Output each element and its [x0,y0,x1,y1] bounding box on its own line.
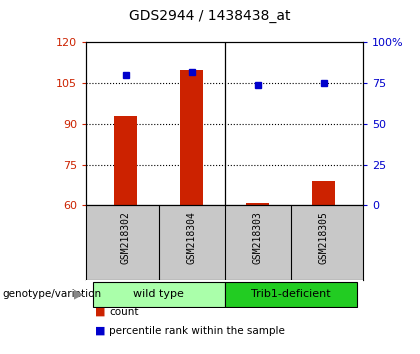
FancyBboxPatch shape [93,282,225,307]
Text: genotype/variation: genotype/variation [2,289,101,299]
Bar [114,116,137,205]
Text: count: count [109,307,139,316]
Text: GSM218302: GSM218302 [121,211,131,264]
Text: ▶: ▶ [74,287,84,300]
Bar [246,202,269,205]
Bar [312,181,335,205]
Text: GSM218305: GSM218305 [319,211,329,264]
Bar [180,70,203,205]
Text: ■: ■ [94,307,105,316]
Text: Trib1-deficient: Trib1-deficient [251,289,331,299]
FancyBboxPatch shape [225,282,357,307]
Text: wild type: wild type [133,289,184,299]
Text: ■: ■ [94,326,105,336]
Text: GSM218303: GSM218303 [253,211,262,264]
Text: percentile rank within the sample: percentile rank within the sample [109,326,285,336]
Text: GDS2944 / 1438438_at: GDS2944 / 1438438_at [129,9,291,23]
Text: GSM218304: GSM218304 [187,211,197,264]
